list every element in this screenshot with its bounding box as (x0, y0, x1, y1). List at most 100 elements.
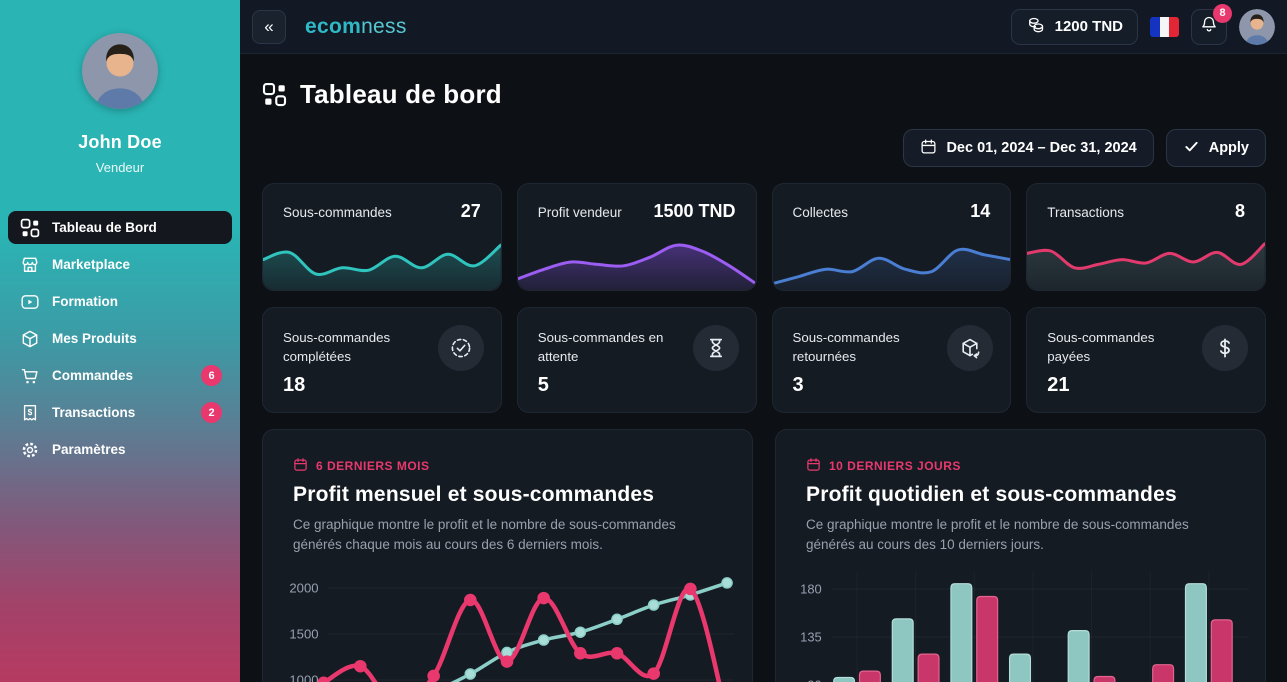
svg-text:1500: 1500 (289, 626, 318, 641)
sidebar-item-transactions[interactable]: $ Transactions 2 (8, 396, 232, 429)
user-role: Vendeur (95, 160, 145, 175)
svg-text:135: 135 (800, 629, 822, 644)
wallet-amount: 1200 TND (1054, 18, 1123, 35)
wallet-balance[interactable]: 1200 TND (1010, 8, 1138, 45)
stat-card-profit-vendeur: Profit vendeur 1500 TND (516, 183, 757, 291)
svg-text:180: 180 (800, 581, 822, 596)
main-area: « ecomness 1200 TND 8 (240, 0, 1287, 682)
sidebar-nav: Tableau de Bord Marketplace Formation Me… (0, 211, 240, 466)
svg-text:2000: 2000 (289, 580, 318, 595)
chart-title: Profit mensuel et sous-commandes (293, 483, 655, 506)
dashboard-title-icon (262, 82, 287, 107)
stat-value: 27 (460, 201, 481, 221)
sidebar-item-marketplace[interactable]: Marketplace (8, 248, 232, 281)
chart-tag: 6 DERNIERS MOIS (293, 457, 722, 475)
sidebar-item-label: Formation (52, 294, 118, 309)
chart-title: Profit quotidien et sous-commandes (806, 483, 1177, 506)
apply-label: Apply (1208, 140, 1249, 156)
sidebar-item-label: Marketplace (52, 257, 131, 272)
stat-card-collectes: Collectes 14 (771, 183, 1012, 291)
notification-count-badge: 8 (1213, 3, 1232, 23)
topbar-right: 1200 TND 8 (1010, 3, 1275, 45)
stat-card-transactions: Transactions 8 (1026, 183, 1266, 291)
apply-button[interactable]: Apply (1165, 129, 1266, 167)
stat-label: Sous-commandes complétées (283, 330, 391, 365)
calendar-icon (293, 457, 308, 475)
title-row: Tableau de bord (262, 79, 1266, 110)
stats-row-icons: Sous-commandes complétées 18 Sous-comman… (262, 307, 1266, 413)
svg-text:90: 90 (807, 677, 821, 682)
date-range-picker[interactable]: Dec 01, 2024 – Dec 31, 2024 (903, 129, 1154, 167)
stat-value: 14 (970, 201, 991, 221)
date-range-label: Dec 01, 2024 – Dec 31, 2024 (946, 140, 1137, 156)
chart-tag: 10 DERNIERS JOURS (806, 457, 1235, 475)
notifications-button[interactable]: 8 (1191, 3, 1232, 45)
stat-label: Profit vendeur (537, 205, 622, 220)
stat-value: 5 (537, 373, 549, 396)
calendar-icon (920, 138, 937, 159)
app-logo: ecomness (305, 14, 407, 38)
charts-row: 6 DERNIERS MOIS Profit mensuel et sous-c… (262, 429, 1266, 682)
svg-text:1000: 1000 (289, 672, 318, 682)
sidebar-item-label: Paramètres (52, 442, 126, 457)
dashboard-icon (20, 218, 40, 238)
coins-icon (1026, 15, 1046, 39)
user-avatar (82, 33, 158, 109)
stats-row-sparklines: Sous-commandes 27 Profit vendeur 1500 TND … (262, 183, 1266, 291)
bar-chart-plot: 180 135 90 (776, 572, 1265, 682)
sidebar-item-label: Tableau de Bord (52, 220, 157, 235)
sidebar-item-label: Commandes (52, 368, 134, 383)
check-circle-icon (437, 325, 484, 371)
user-name: John Doe (78, 132, 162, 152)
stat-label: Collectes (792, 205, 849, 220)
line-chart-plot: 2000 1500 1000 (263, 572, 752, 682)
cart-icon (20, 366, 40, 386)
sidebar-item-parametres[interactable]: Paramètres (8, 433, 232, 466)
daily-profit-chart-card: 10 DERNIERS JOURS Profit quotidien et so… (775, 429, 1266, 682)
sidebar-item-dashboard[interactable]: Tableau de Bord (8, 211, 232, 244)
stat-card-sous-commandes: Sous-commandes 27 (262, 183, 502, 291)
stat-label: Transactions (1047, 205, 1125, 220)
topbar-avatar[interactable] (1239, 8, 1275, 45)
stat-value: 18 (283, 373, 306, 396)
transactions-badge: 2 (201, 402, 222, 423)
stat-value: 1500 TND (653, 201, 736, 221)
sparkline-blue (772, 234, 1011, 290)
stat-card-retournees: Sous-commandes retournées 3 (771, 307, 1012, 413)
sparkline-teal (263, 234, 501, 290)
gear-icon (20, 440, 40, 460)
sidebar-item-formation[interactable]: Formation (8, 285, 232, 318)
sidebar-collapse-button[interactable]: « (252, 9, 286, 44)
page-title: Tableau de bord (300, 79, 502, 109)
dollar-icon (1202, 325, 1248, 371)
stat-label: Sous-commandes payées (1047, 330, 1155, 365)
language-flag-fr[interactable] (1150, 16, 1179, 37)
storefront-icon (20, 255, 40, 275)
stat-card-completees: Sous-commandes complétées 18 (262, 307, 502, 413)
sparkline-pink (1027, 234, 1265, 290)
stat-card-payees: Sous-commandes payées 21 (1026, 307, 1266, 413)
stat-card-en-attente: Sous-commandes en attente 5 (516, 307, 757, 413)
sidebar-item-produits[interactable]: Mes Produits (8, 322, 232, 355)
sparkline-purple (517, 234, 756, 290)
stat-value: 21 (1047, 373, 1070, 396)
calendar-icon (806, 457, 821, 475)
controls-row: Dec 01, 2024 – Dec 31, 2024 Apply (262, 129, 1266, 167)
stat-value: 3 (792, 373, 804, 396)
monthly-profit-chart-card: 6 DERNIERS MOIS Profit mensuel et sous-c… (262, 429, 753, 682)
hourglass-icon (692, 325, 739, 371)
sidebar-item-commandes[interactable]: Commandes 6 (8, 359, 232, 392)
topbar: « ecomness 1200 TND 8 (240, 0, 1287, 54)
sidebar-item-label: Transactions (52, 405, 136, 420)
box-return-icon (947, 325, 994, 371)
check-icon (1183, 138, 1200, 159)
sidebar-item-label: Mes Produits (52, 331, 137, 346)
bell-icon (1199, 14, 1219, 39)
package-icon (20, 329, 40, 349)
page-content: Tableau de bord Dec 01, 2024 – Dec 31, 2… (240, 54, 1287, 682)
commandes-badge: 6 (201, 365, 222, 386)
stat-value: 8 (1234, 201, 1245, 221)
stat-label: Sous-commandes en attente (537, 330, 664, 365)
chart-description: Ce graphique montre le profit et le nomb… (806, 517, 1189, 553)
